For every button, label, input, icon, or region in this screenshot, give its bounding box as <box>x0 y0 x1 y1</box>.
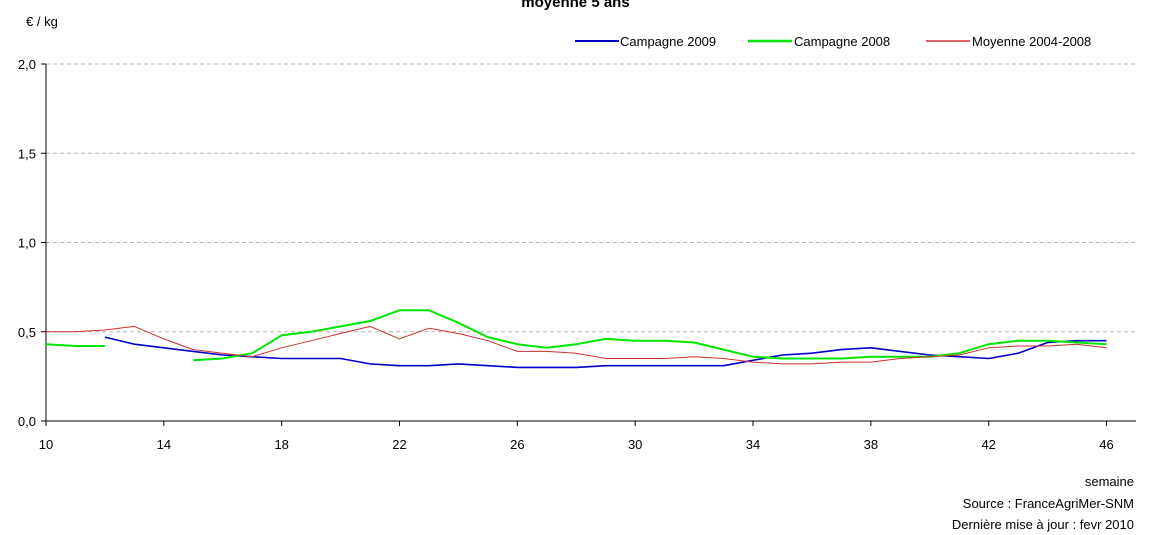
grid-lines <box>46 63 1136 333</box>
tick-labels: 0,0 0,5 1,0 1,5 2,0 10 14 18 22 26 30 34 38 42 46 <box>18 57 1114 452</box>
axes <box>41 63 1136 426</box>
legend: Campagne 2009 Campagne 2008 Moyenne 2004-2… <box>575 34 1091 49</box>
y-tick-label: 1,0 <box>18 236 36 251</box>
x-tick-label: 42 <box>981 437 995 452</box>
x-tick-label: 10 <box>39 437 53 452</box>
y-tick-label: 0,0 <box>18 414 36 429</box>
x-tick-label: 38 <box>864 437 878 452</box>
y-tick-label: 2,0 <box>18 57 36 72</box>
y-axis-label: € / kg <box>26 14 58 29</box>
series-line <box>45 343 105 347</box>
x-tick-label: 34 <box>746 437 760 452</box>
legend-label: Campagne 2009 <box>620 34 716 49</box>
x-tick-label: 26 <box>510 437 524 452</box>
x-tick-label: 30 <box>628 437 642 452</box>
x-tick-label: 46 <box>1099 437 1113 452</box>
chart-title: moyenne 5 ans <box>521 0 630 11</box>
legend-label: Campagne 2008 <box>794 34 890 49</box>
source-note: Source : FranceAgriMer-SNM <box>962 496 1134 511</box>
y-tick-label: 1,5 <box>18 146 36 161</box>
series-line <box>193 309 1107 362</box>
legend-label: Moyenne 2004-2008 <box>972 34 1091 49</box>
series-lines <box>45 309 1107 369</box>
y-tick-label: 0,5 <box>18 325 36 340</box>
series-line <box>46 325 1107 365</box>
x-tick-label: 14 <box>157 437 171 452</box>
update-note: Dernière mise à jour : fevr 2010 <box>951 517 1134 532</box>
x-axis-label: semaine <box>1084 474 1134 489</box>
x-tick-label: 18 <box>274 437 288 452</box>
x-tick-label: 22 <box>392 437 406 452</box>
